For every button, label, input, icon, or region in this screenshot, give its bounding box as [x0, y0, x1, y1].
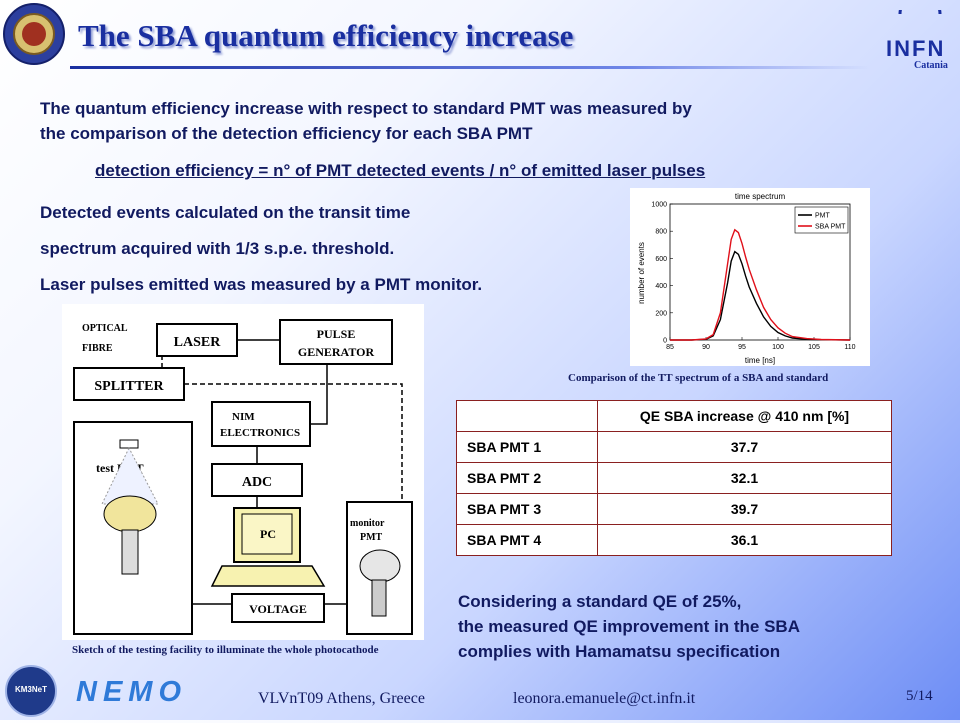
table-row: SBA PMT 2 32.1 [456, 462, 892, 494]
voltage-label: VOLTAGE [249, 602, 307, 616]
laser-label: LASER [174, 335, 222, 350]
legend-label: PMT [815, 213, 831, 220]
table-row: SBA PMT 4 36.1 [456, 524, 892, 556]
y-tick-label: 0 [663, 338, 667, 345]
nim-electronics-box [211, 401, 311, 447]
pc-label: PC [260, 527, 276, 541]
monitor-pmt-frame [346, 501, 413, 635]
conclusion-line-2: the measured QE improvement in the SBA [458, 617, 800, 636]
x-tick-label: 90 [702, 344, 710, 351]
infn-logo-text: INFN [886, 36, 946, 61]
intro-line-1: The quantum efficiency increase with res… [40, 99, 692, 118]
bullet-3: Laser pulses emitted was measured by a P… [40, 275, 483, 294]
monitor-pmt-label: monitor PMT [350, 518, 385, 543]
time-spectrum-chart: time spectrum number of events time [ns]… [630, 188, 870, 366]
voltage-box [231, 593, 325, 623]
x-tick-label: 100 [772, 344, 784, 351]
x-tick-label: 105 [808, 344, 820, 351]
splitter-label: SPLITTER [94, 379, 164, 394]
legend-label: SBA PMT [815, 224, 846, 231]
chart-ylabel: number of events [637, 242, 646, 304]
infn-logo-sub: Catania [914, 60, 948, 71]
table-corner-cell [456, 400, 598, 432]
chart-caption: Comparison of the TT spectrum of a SBA a… [568, 372, 829, 384]
km3net-logo-text: KM3NeT [14, 685, 47, 694]
bullet-2: spectrum acquired with 1/3 s.p.e. thresh… [40, 239, 395, 258]
nemo-logo-text: NEMO [76, 676, 187, 708]
x-tick-label: 110 [844, 344, 855, 351]
nim-label: NIM ELECTRONICS [220, 411, 300, 439]
chart-title: time spectrum [735, 192, 786, 201]
chart-legend-box [794, 206, 849, 234]
author-email: leonora.emanuele@ct.infn.it [513, 690, 696, 707]
conference-label: VLVnT09 Athens, Greece [258, 690, 425, 707]
chart-xlabel: time [ns] [745, 356, 775, 365]
monitor-pmt-bulb [359, 549, 401, 583]
efficiency-formula: detection efficiency = n° of PMT detecte… [95, 161, 706, 180]
chart-plot-frame [669, 203, 851, 341]
university-seal-logo [2, 2, 66, 66]
row-value: 36.1 [597, 524, 892, 556]
y-tick-label: 200 [655, 310, 667, 317]
row-value: 32.1 [597, 462, 892, 494]
table-row: SBA PMT 1 37.7 [456, 431, 892, 463]
qe-increase-table: QE SBA increase @ 410 nm [%] SBA PMT 1 3… [456, 400, 892, 556]
optical-fibre-label: OPTICAL FIBRE [82, 323, 128, 354]
test-pmt-bulb [103, 495, 157, 533]
pulse-generator-label: PULSE GENERATOR [298, 327, 375, 359]
row-label: SBA PMT 2 [456, 462, 598, 494]
series-line-sba-pmt [670, 228, 851, 341]
x-tick-label: 85 [666, 344, 674, 351]
title-underline [70, 66, 870, 69]
y-tick-label: 800 [655, 229, 667, 236]
y-tick-label: 400 [655, 283, 667, 290]
km3net-logo: KM3NeT [4, 664, 58, 718]
infn-logo: INFN Catania [880, 0, 950, 72]
series-line-pmt [670, 250, 851, 341]
page-title: The SBA quantum efficiency increase [78, 18, 574, 53]
conclusion-line-1: Considering a standard QE of 25%, [458, 592, 742, 611]
y-tick-label: 600 [655, 256, 667, 263]
row-value: 39.7 [597, 493, 892, 525]
page-number: 5/14 [906, 688, 933, 704]
test-facility-sketch: OPTICAL FIBRE LASER PULSE GENERATOR SPLITT… [62, 304, 424, 640]
row-value: 37.7 [597, 431, 892, 463]
conclusion-line-3: complies with Hamamatsu specification [458, 642, 781, 661]
nemo-logo: NEMO [76, 676, 212, 710]
row-label: SBA PMT 1 [456, 431, 598, 463]
pulse-generator-box [279, 319, 393, 365]
intro-line-2: the comparison of the detection efficien… [40, 124, 533, 143]
x-tick-label: 95 [738, 344, 746, 351]
diagram-caption: Sketch of the testing facility to illumi… [72, 644, 379, 656]
table-row: SBA PMT 3 39.7 [456, 493, 892, 525]
row-label: SBA PMT 3 [456, 493, 598, 525]
row-label: SBA PMT 4 [456, 524, 598, 556]
adc-label: ADC [242, 475, 272, 490]
laser-box [156, 323, 238, 357]
y-tick-label: 1000 [651, 202, 667, 209]
test-pmt-frame [73, 421, 193, 635]
table-header-row: QE SBA increase @ 410 nm [%] [456, 400, 892, 432]
table-header: QE SBA increase @ 410 nm [%] [597, 400, 892, 432]
bullet-1: Detected events calculated on the transi… [40, 203, 411, 222]
